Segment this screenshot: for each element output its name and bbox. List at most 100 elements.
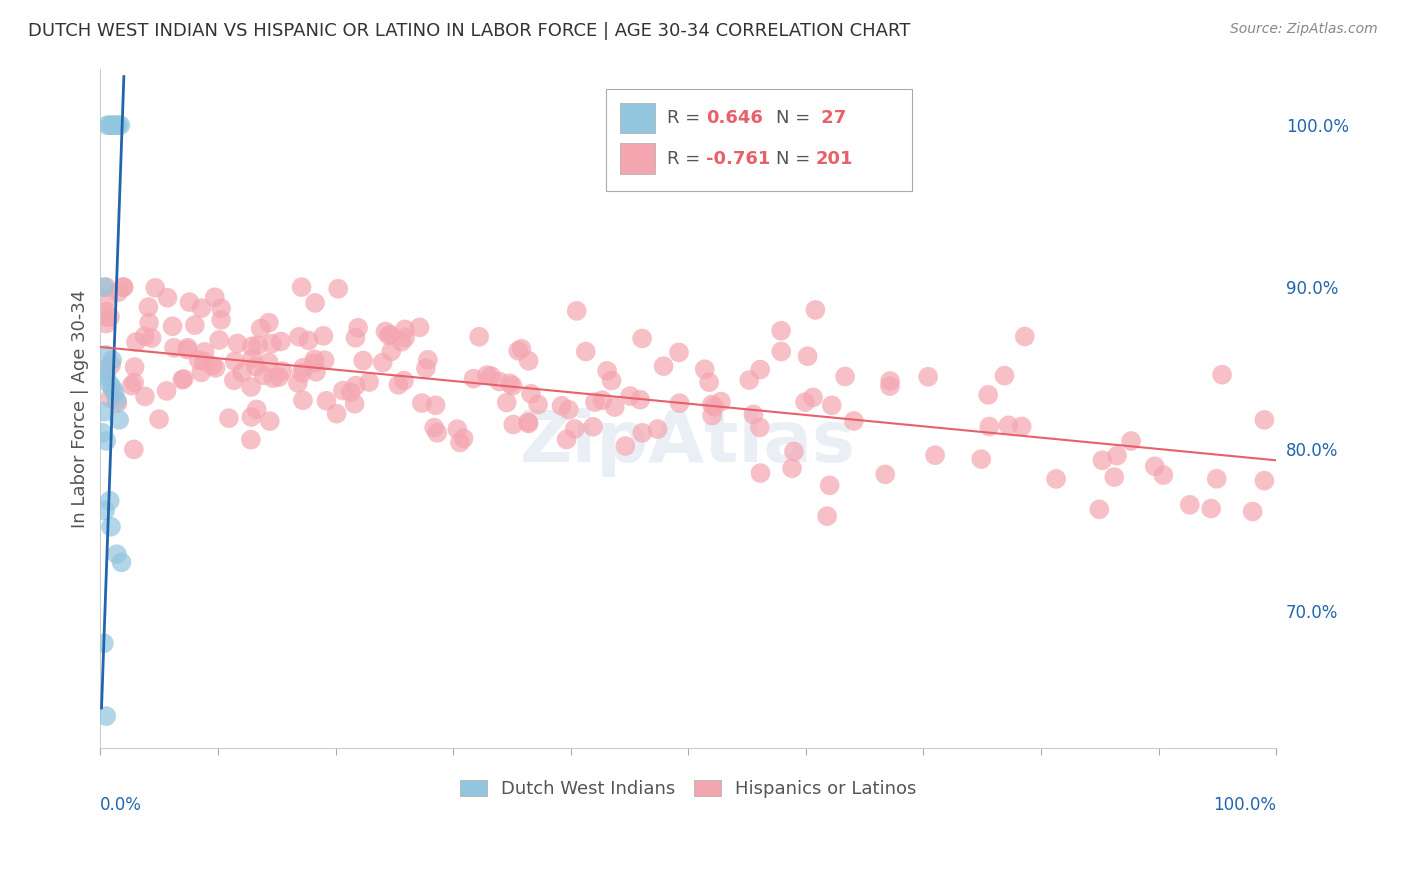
Point: [93, 405, 115, 419]
Point: [156, 291, 179, 305]
Point: [193, 354, 215, 368]
Point: [344, 331, 367, 345]
Point: [879, 379, 901, 393]
Point: [631, 425, 654, 440]
Bar: [620, 103, 655, 133]
Point: [176, 343, 198, 357]
Point: [796, 349, 818, 363]
Point: [96, 363, 118, 377]
Point: [416, 352, 439, 367]
Point: [591, 393, 613, 408]
Point: [222, 373, 245, 387]
Point: [1104, 470, 1126, 484]
Point: [246, 402, 269, 417]
Point: [190, 301, 212, 315]
Point: [970, 452, 993, 467]
Point: [392, 374, 415, 388]
Point: [141, 331, 163, 345]
Point: [156, 384, 179, 398]
Text: R =: R =: [666, 109, 706, 128]
Point: [304, 296, 326, 310]
Point: [209, 301, 232, 316]
Point: [98, 310, 121, 324]
Point: [748, 420, 770, 434]
Point: [93, 636, 115, 650]
Point: [770, 324, 793, 338]
Point: [240, 409, 263, 424]
Point: [380, 344, 402, 359]
Point: [1014, 329, 1036, 343]
Point: [558, 402, 581, 417]
Point: [224, 354, 246, 368]
Point: [107, 285, 129, 299]
Point: [101, 353, 124, 368]
Point: [96, 317, 118, 331]
Point: [121, 378, 143, 392]
Point: [290, 280, 312, 294]
Point: [565, 304, 588, 318]
Point: [239, 433, 262, 447]
Point: [628, 392, 651, 407]
Point: [177, 341, 200, 355]
Point: [1143, 459, 1166, 474]
Point: [359, 375, 381, 389]
Point: [96, 304, 118, 318]
Point: [347, 320, 370, 334]
Point: [246, 338, 269, 352]
Bar: [620, 144, 655, 174]
Point: [1241, 504, 1264, 518]
Point: [815, 509, 838, 524]
Point: [619, 389, 641, 403]
Text: DUTCH WEST INDIAN VS HISPANIC OR LATINO IN LABOR FORCE | AGE 30-34 CORRELATION C: DUTCH WEST INDIAN VS HISPANIC OR LATINO …: [28, 22, 911, 40]
Point: [697, 375, 720, 389]
Point: [510, 342, 533, 356]
Point: [100, 519, 122, 533]
Point: [257, 316, 280, 330]
Point: [468, 330, 491, 344]
Point: [1152, 468, 1174, 483]
Text: Source: ZipAtlas.com: Source: ZipAtlas.com: [1230, 22, 1378, 37]
Point: [96, 709, 118, 723]
Point: [979, 419, 1001, 434]
Point: [94, 503, 117, 517]
Point: [103, 118, 125, 132]
Point: [110, 555, 132, 569]
Point: [179, 295, 201, 310]
Point: [600, 374, 623, 388]
Point: [201, 359, 224, 373]
Point: [780, 461, 803, 475]
Point: [821, 398, 844, 412]
Point: [738, 373, 761, 387]
Point: [96, 348, 118, 362]
Point: [1253, 413, 1275, 427]
Point: [312, 329, 335, 343]
Point: [134, 329, 156, 343]
Point: [107, 396, 129, 410]
Point: [426, 425, 449, 440]
Point: [302, 356, 325, 370]
Point: [257, 355, 280, 369]
Text: N =: N =: [776, 150, 817, 168]
Point: [344, 378, 367, 392]
Point: [1178, 498, 1201, 512]
Point: [104, 118, 127, 132]
Point: [652, 359, 675, 373]
Point: [770, 344, 793, 359]
Legend: Dutch West Indians, Hispanics or Latinos: Dutch West Indians, Hispanics or Latinos: [451, 771, 925, 807]
Text: 0.0%: 0.0%: [100, 796, 142, 814]
Point: [520, 386, 543, 401]
Point: [499, 376, 522, 391]
Point: [804, 302, 827, 317]
Point: [339, 385, 361, 400]
Point: [749, 362, 772, 376]
Point: [98, 391, 121, 405]
Point: [267, 370, 290, 384]
Point: [423, 420, 446, 434]
Point: [325, 407, 347, 421]
Point: [172, 373, 194, 387]
Point: [105, 393, 128, 408]
Point: [647, 422, 669, 436]
Point: [122, 376, 145, 390]
Point: [93, 280, 115, 294]
Point: [742, 408, 765, 422]
